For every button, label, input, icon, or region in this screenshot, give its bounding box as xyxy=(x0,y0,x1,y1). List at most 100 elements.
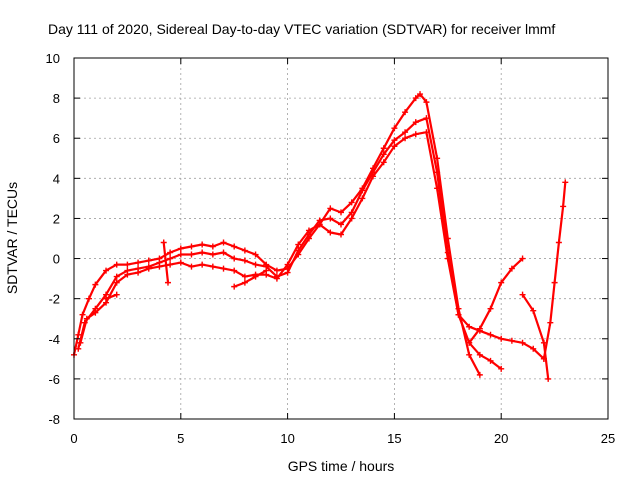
data-point xyxy=(273,267,280,274)
data-point xyxy=(241,279,248,286)
data-point xyxy=(380,151,387,158)
series-track-a xyxy=(71,91,483,378)
data-point xyxy=(295,241,302,248)
y-tick-label: 8 xyxy=(53,91,60,106)
data-point xyxy=(75,331,82,338)
data-point xyxy=(402,135,409,142)
data-point xyxy=(476,371,483,378)
data-point xyxy=(164,279,171,286)
data-point xyxy=(327,205,334,212)
series-track-b xyxy=(75,115,505,372)
data-point xyxy=(412,119,419,126)
data-point xyxy=(338,209,344,216)
data-point xyxy=(113,291,120,298)
axis-ticks: 0 5 10 15 20 25 -8 -6 -4 -2 0 2 4 6 8 10 xyxy=(46,51,616,446)
series-track-c xyxy=(77,129,547,362)
data-point xyxy=(135,269,142,276)
data-point xyxy=(252,261,259,268)
data-point xyxy=(540,355,547,362)
y-tick-label: 10 xyxy=(46,51,60,66)
data-point xyxy=(444,255,451,262)
x-tick-label: 20 xyxy=(494,431,508,446)
series-fragment-b xyxy=(160,239,171,286)
data-point xyxy=(434,185,441,192)
data-point xyxy=(284,269,291,276)
data-point xyxy=(391,125,398,132)
series-line-track-a xyxy=(72,92,481,376)
data-point xyxy=(498,365,505,372)
data-point xyxy=(412,95,419,102)
grid-lines xyxy=(74,58,608,419)
data-point xyxy=(83,315,90,322)
data-point xyxy=(370,173,377,180)
x-tick-label: 10 xyxy=(280,431,294,446)
x-tick-label: 0 xyxy=(70,431,77,446)
data-point xyxy=(209,243,216,250)
data-point xyxy=(487,331,494,338)
data-point xyxy=(423,129,430,136)
data-point xyxy=(530,307,537,314)
data-point xyxy=(402,129,409,136)
series-line-track-f xyxy=(542,181,567,360)
data-point xyxy=(241,257,248,264)
data-point xyxy=(145,265,152,272)
data-point xyxy=(327,229,334,236)
data-point xyxy=(338,221,344,228)
data-point xyxy=(348,215,355,222)
data-point xyxy=(560,203,567,210)
data-point xyxy=(519,255,526,262)
data-point xyxy=(252,251,259,258)
series-line-fragment-b xyxy=(162,241,170,284)
data-point xyxy=(124,261,131,268)
data-point xyxy=(273,275,280,282)
data-point xyxy=(177,259,184,266)
data-point xyxy=(199,261,206,268)
data-point xyxy=(519,291,526,298)
data-point xyxy=(359,187,366,194)
series-track-f xyxy=(540,179,569,362)
data-point xyxy=(231,283,238,290)
data-point xyxy=(188,251,195,258)
y-tick-label: -6 xyxy=(48,372,60,387)
data-point xyxy=(455,311,462,318)
data-point xyxy=(113,261,120,268)
y-tick-label: 0 xyxy=(53,252,60,267)
data-point xyxy=(545,375,552,382)
data-point xyxy=(338,231,344,238)
data-point xyxy=(547,319,554,326)
data-point xyxy=(305,227,312,234)
data-point xyxy=(188,243,195,250)
x-axis-label: GPS time / hours xyxy=(288,458,395,474)
data-point xyxy=(167,255,174,262)
data-point xyxy=(103,267,110,274)
series-fragment-c xyxy=(103,291,120,302)
data-point xyxy=(555,239,562,246)
data-point xyxy=(85,295,92,302)
data-point xyxy=(519,339,526,346)
data-point xyxy=(466,351,473,358)
data-point xyxy=(231,243,238,250)
data-point xyxy=(466,323,473,330)
data-point xyxy=(220,239,227,246)
data-point xyxy=(241,247,248,254)
plot-frame xyxy=(73,57,609,420)
data-point xyxy=(252,273,259,280)
data-point xyxy=(551,279,558,286)
y-tick-label: -2 xyxy=(48,292,60,307)
data-point xyxy=(113,279,120,286)
data-point xyxy=(327,215,334,222)
data-point xyxy=(391,137,398,144)
data-point xyxy=(476,351,483,358)
data-point xyxy=(359,195,366,202)
data-point xyxy=(231,267,238,274)
data-series xyxy=(71,91,569,382)
data-point xyxy=(145,257,152,264)
data-point xyxy=(220,249,227,256)
data-point xyxy=(391,143,398,150)
data-point xyxy=(209,263,216,270)
series-line-fragment-a xyxy=(233,269,268,288)
data-point xyxy=(487,305,494,312)
data-point xyxy=(498,279,505,286)
data-point xyxy=(412,131,419,138)
